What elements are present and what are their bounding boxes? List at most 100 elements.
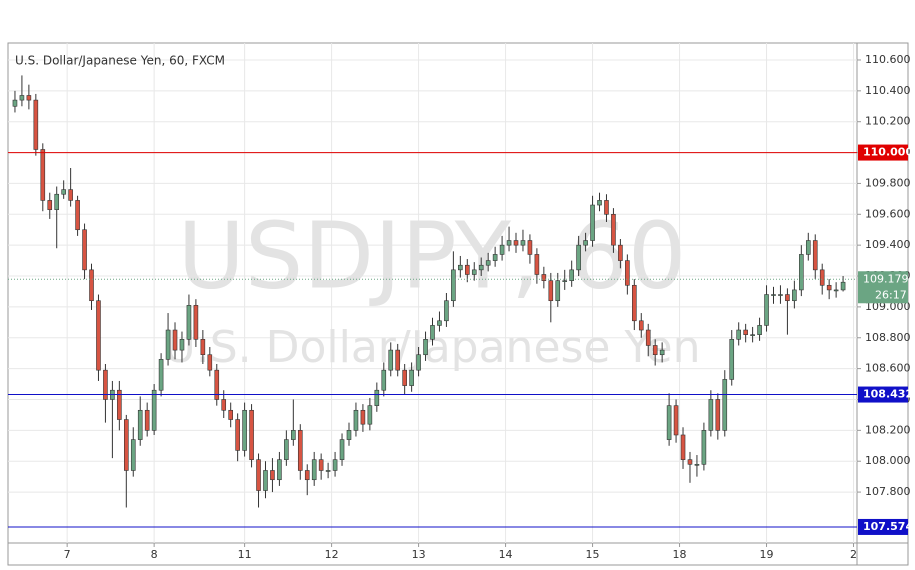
candle-body bbox=[242, 409, 247, 451]
candle-body bbox=[687, 459, 693, 465]
candle-body bbox=[833, 289, 839, 292]
candle-body bbox=[256, 459, 261, 491]
x-tick-label: 19 bbox=[760, 548, 774, 561]
candle-body bbox=[277, 459, 282, 481]
candle-body bbox=[645, 329, 651, 346]
candle-body bbox=[527, 240, 533, 255]
candle-body bbox=[757, 325, 762, 335]
level-tag bbox=[858, 144, 908, 161]
candle-body bbox=[103, 369, 108, 400]
candle-body bbox=[701, 430, 707, 465]
frame bbox=[7, 42, 909, 566]
y-tick-label: 109.800 bbox=[865, 176, 911, 189]
candle-body bbox=[618, 244, 623, 261]
candle-body bbox=[332, 459, 338, 471]
candle-body bbox=[659, 349, 665, 356]
candle-body bbox=[151, 389, 157, 431]
candle-body bbox=[652, 345, 658, 356]
candle-body bbox=[548, 280, 554, 302]
candle-body bbox=[82, 229, 87, 271]
candle-body bbox=[353, 409, 359, 431]
candle-body bbox=[96, 300, 101, 371]
y-tick-label: 108.600 bbox=[865, 362, 911, 375]
level-label: 108.432 bbox=[863, 388, 913, 401]
candle-body bbox=[715, 399, 721, 431]
candle-body bbox=[297, 430, 303, 471]
candle-body bbox=[805, 240, 811, 255]
candle-body bbox=[291, 430, 296, 440]
candle-body bbox=[569, 269, 574, 281]
candle-body bbox=[318, 459, 324, 471]
candle-body bbox=[736, 329, 741, 340]
x-tick-label: 13 bbox=[412, 548, 426, 561]
candle-body bbox=[124, 419, 129, 471]
candle-body bbox=[708, 399, 714, 431]
candle-body bbox=[583, 240, 588, 246]
candle-body bbox=[47, 200, 53, 210]
y-tick-label: 107.800 bbox=[865, 485, 911, 498]
candle-body bbox=[534, 254, 540, 275]
candle-body bbox=[499, 244, 505, 255]
candle-body bbox=[638, 320, 644, 331]
candle-body bbox=[130, 439, 136, 471]
candle-body bbox=[61, 189, 66, 195]
x-tick-label: 11 bbox=[238, 548, 252, 561]
candle-body bbox=[409, 369, 414, 386]
candle-body bbox=[826, 284, 832, 291]
candle-body bbox=[388, 349, 394, 371]
level-tag bbox=[858, 386, 908, 403]
candle-body bbox=[346, 430, 352, 440]
candle-body bbox=[666, 405, 672, 440]
y-tick-label: 109.400 bbox=[865, 238, 911, 251]
x-tick-label: 2 bbox=[850, 548, 857, 561]
chart-title: U.S. Dollar/Japanese Yen, 60, FXCM bbox=[15, 54, 225, 68]
level-tag bbox=[858, 518, 908, 535]
candle-body bbox=[597, 200, 602, 206]
candle-body bbox=[812, 240, 818, 271]
candle-body bbox=[26, 95, 32, 101]
candle-body bbox=[485, 260, 491, 266]
candle-body bbox=[423, 338, 428, 356]
candle-body bbox=[179, 338, 185, 351]
x-tick-label: 7 bbox=[64, 548, 71, 561]
watermark: USDJPY, 60 bbox=[178, 202, 687, 309]
candle-body bbox=[555, 280, 561, 302]
candle-body bbox=[89, 269, 94, 302]
last-price-tag bbox=[858, 271, 908, 304]
candle-body bbox=[471, 269, 477, 275]
candle-body bbox=[840, 281, 846, 291]
candle-body bbox=[771, 294, 776, 296]
candle-body bbox=[590, 204, 595, 241]
candle-body bbox=[520, 240, 526, 246]
candle-body bbox=[750, 334, 755, 336]
candle-body bbox=[33, 99, 39, 150]
candle-body bbox=[506, 240, 512, 246]
level-label: 107.574 bbox=[863, 520, 913, 533]
candle-body bbox=[165, 329, 171, 360]
candle-body bbox=[611, 213, 616, 246]
candle-body bbox=[819, 269, 825, 286]
candle-body bbox=[117, 389, 122, 420]
candle-body bbox=[193, 305, 199, 340]
candle-body bbox=[541, 274, 547, 281]
candle-body bbox=[430, 325, 435, 340]
candle-body bbox=[722, 379, 728, 431]
candle-body bbox=[68, 189, 73, 201]
candle-body bbox=[395, 349, 401, 371]
candle-body bbox=[40, 149, 46, 201]
candle-body bbox=[451, 269, 456, 302]
candle-body bbox=[625, 260, 630, 286]
candle-body bbox=[137, 409, 143, 440]
x-tick-label: 8 bbox=[151, 548, 158, 561]
candle-body bbox=[374, 389, 380, 406]
candle-body bbox=[764, 294, 769, 326]
y-tick-label: 108.800 bbox=[865, 331, 911, 344]
candle-body bbox=[207, 354, 213, 371]
candle-body bbox=[464, 264, 470, 275]
candle-body bbox=[325, 470, 331, 472]
candle-body bbox=[778, 294, 783, 296]
y-tick-label: 108.000 bbox=[865, 454, 911, 467]
candle-body bbox=[785, 294, 790, 302]
